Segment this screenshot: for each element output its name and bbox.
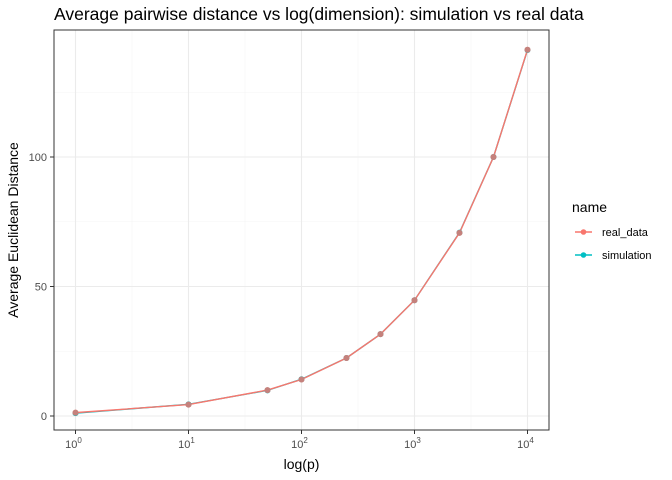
grid [54, 30, 549, 430]
x-tick-label: 102 [291, 436, 308, 451]
point-overlap [185, 401, 192, 408]
x-tick-label: 101 [178, 436, 195, 451]
legend-key-point-simulation [580, 252, 587, 258]
legend: name real_data simulation [572, 199, 652, 262]
point-overlap [264, 387, 271, 394]
point-overlap [411, 297, 418, 304]
legend-title: name [572, 199, 607, 215]
legend-key-point-real_data [580, 229, 587, 235]
plot-series [72, 46, 531, 417]
x-tick-label: 103 [404, 436, 421, 451]
axes: 100 101 102 103 104 0 50 100 [29, 152, 535, 451]
point-overlap [298, 376, 305, 383]
legend-label-real_data: real_data [602, 227, 649, 239]
y-axis-title: Average Euclidean Distance [5, 142, 21, 318]
legend-label-simulation: simulation [602, 250, 652, 262]
series-line-real_data [75, 49, 529, 414]
x-axis-title: log(p) [284, 456, 320, 472]
x-tick-label: 100 [65, 436, 82, 451]
point-overlap [377, 331, 384, 338]
chart-title: Average pairwise distance vs log(dimensi… [54, 4, 584, 24]
point-overlap [72, 409, 79, 416]
y-tick-label: 0 [41, 411, 47, 423]
point-overlap [456, 229, 463, 236]
point-overlap [490, 154, 497, 160]
y-tick-label: 100 [29, 152, 47, 164]
x-tick-label: 104 [517, 436, 534, 451]
point-overlap [524, 46, 531, 53]
y-tick-label: 50 [35, 282, 47, 294]
point-overlap [343, 354, 350, 361]
